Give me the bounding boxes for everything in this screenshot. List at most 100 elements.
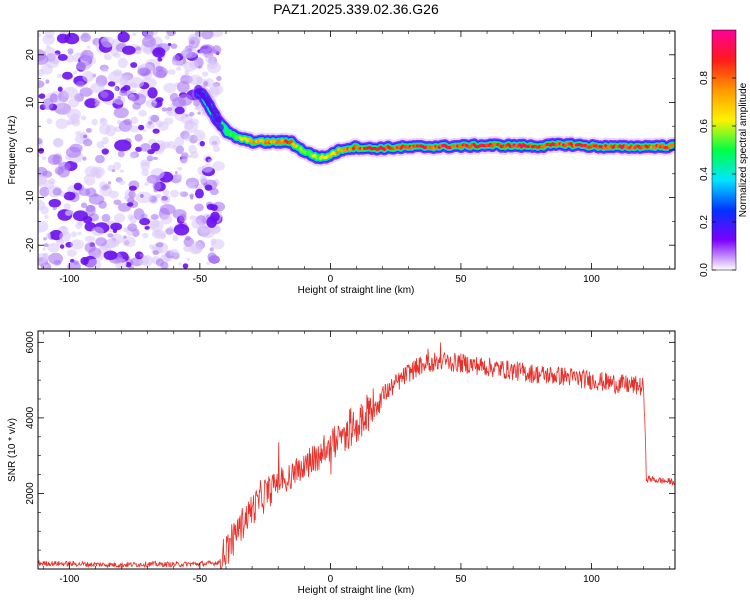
noise-blob xyxy=(200,31,214,40)
noise-blob xyxy=(122,74,132,82)
noise-blob xyxy=(139,217,151,226)
spectrogram-xtick-label: 0 xyxy=(328,274,334,285)
noise-blob xyxy=(146,155,154,162)
noise-blob xyxy=(160,214,173,225)
noise-blob xyxy=(107,233,114,238)
noise-blob xyxy=(63,191,76,201)
noise-blob xyxy=(99,123,111,135)
noise-blob xyxy=(150,142,161,152)
noise-blob xyxy=(122,236,136,248)
noise-blob xyxy=(89,82,105,94)
noise-blob xyxy=(147,218,160,230)
noise-blob xyxy=(39,186,50,197)
noise-blob xyxy=(68,97,80,108)
noise-blob xyxy=(194,188,204,199)
spectrogram-ytick-label: -20 xyxy=(25,238,36,253)
noise-blob xyxy=(173,223,190,236)
noise-blob xyxy=(56,33,69,44)
snr-xtick-label: 100 xyxy=(583,574,600,585)
noise-blob xyxy=(189,111,195,117)
noise-blob xyxy=(52,206,57,211)
noise-blob xyxy=(155,69,167,79)
noise-blob xyxy=(123,118,132,126)
noise-blob xyxy=(80,115,87,121)
noise-blob xyxy=(152,181,162,191)
noise-blob xyxy=(149,244,154,249)
noise-blob xyxy=(185,235,191,241)
noise-blob xyxy=(155,242,164,248)
noise-blob xyxy=(140,142,151,152)
noise-blob xyxy=(147,120,153,125)
noise-blob xyxy=(141,255,153,267)
noise-blob xyxy=(129,125,139,133)
noise-blob xyxy=(125,261,132,268)
noise-blob xyxy=(55,118,69,130)
noise-blob xyxy=(48,177,56,185)
noise-blob xyxy=(95,254,104,261)
noise-blob xyxy=(152,47,166,58)
snr-xlabel: Height of straight line (km) xyxy=(298,585,415,596)
noise-blob xyxy=(77,231,82,236)
noise-blob xyxy=(46,52,62,64)
noise-blob xyxy=(216,76,222,82)
noise-blob xyxy=(101,36,115,48)
noise-blob xyxy=(144,181,149,187)
noise-blob xyxy=(113,213,126,223)
noise-blob xyxy=(162,189,170,196)
noise-blob xyxy=(212,145,221,153)
noise-blob xyxy=(128,190,136,199)
spectrogram-ytick-label: 10 xyxy=(25,96,36,108)
noise-blob xyxy=(46,44,51,49)
noise-blob xyxy=(100,91,109,99)
noise-blob xyxy=(123,195,129,200)
noise-blob xyxy=(130,62,138,68)
noise-blob xyxy=(95,154,105,164)
noise-blob xyxy=(176,81,190,93)
noise-blob xyxy=(207,158,212,163)
snr-line xyxy=(38,342,675,569)
noise-blob xyxy=(206,261,211,265)
snr-ytick-label: 2000 xyxy=(25,482,36,505)
noise-blob xyxy=(193,129,206,142)
noise-blob xyxy=(178,262,182,266)
noise-blob xyxy=(59,244,65,249)
noise-blob xyxy=(127,223,138,232)
noise-blob xyxy=(206,61,222,74)
noise-blob xyxy=(210,238,217,245)
noise-blob xyxy=(175,173,183,180)
noise-blob xyxy=(177,94,193,106)
noise-blob xyxy=(174,106,185,115)
noise-blob xyxy=(63,86,79,99)
noise-blob xyxy=(150,214,159,220)
noise-blob xyxy=(178,213,187,223)
noise-blob xyxy=(206,216,217,228)
snr-ytick-label: 6000 xyxy=(25,331,36,354)
noise-blob xyxy=(197,111,201,115)
snr-ylabel: SNR (10 * v/v) xyxy=(7,418,18,482)
noise-blob xyxy=(43,243,49,248)
noise-blob xyxy=(38,147,44,154)
noise-blob xyxy=(137,67,151,77)
noise-blob xyxy=(161,141,171,149)
noise-blob xyxy=(52,154,63,165)
noise-blob xyxy=(184,72,189,76)
noise-blob xyxy=(113,52,122,59)
noise-blob xyxy=(95,237,107,247)
noise-blob xyxy=(186,257,191,261)
noise-blob xyxy=(38,32,42,38)
noise-blob xyxy=(84,235,96,243)
noise-blob xyxy=(46,118,53,125)
noise-blob xyxy=(190,241,204,254)
noise-blob xyxy=(119,90,128,97)
colorbar-tick-label: 0.6 xyxy=(699,119,710,133)
spectrogram-ylabel: Frequency (Hz) xyxy=(7,116,18,185)
noise-blob xyxy=(91,118,98,126)
noise-blob xyxy=(84,242,96,253)
noise-blob xyxy=(114,139,132,152)
spectrogram-xlabel: Height of straight line (km) xyxy=(298,285,415,296)
noise-blob xyxy=(41,156,46,161)
noise-blob xyxy=(63,203,71,210)
snr-panel: -100 -50 0 50 100 2000 4000 6000 Height of stra… xyxy=(7,330,676,596)
noise-blob xyxy=(117,150,125,158)
